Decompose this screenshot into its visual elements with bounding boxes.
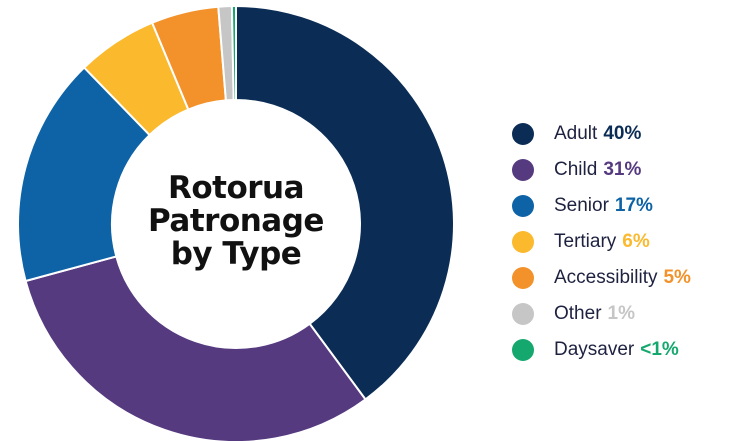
legend-label: Tertiary: [554, 231, 617, 252]
chart-legend: Adult 40% Child 31% Senior 17% Tertiary 6% Acces…: [512, 116, 742, 368]
legend-item-child: Child 31%: [512, 152, 742, 188]
legend-item-other: Other 1%: [512, 296, 742, 332]
legend-label: Accessibility: [554, 267, 658, 288]
legend-swatch: [512, 339, 534, 361]
legend-swatch: [512, 123, 534, 145]
legend-value: 1%: [607, 303, 635, 324]
legend-item-accessibility: Accessibility 5%: [512, 260, 742, 296]
legend-swatch: [512, 303, 534, 325]
slice-adult: [235, 4, 455, 401]
legend-item-senior: Senior 17%: [512, 188, 742, 224]
legend-swatch: [512, 267, 534, 289]
legend-swatch: [512, 195, 534, 217]
legend-value: <1%: [640, 339, 679, 360]
legend-label: Senior: [554, 195, 609, 216]
legend-label: Other: [554, 303, 602, 324]
legend-swatch: [512, 231, 534, 253]
donut-svg: [17, 4, 455, 441]
legend-item-adult: Adult 40%: [512, 116, 742, 152]
chart-title-line-1: Rotorua: [167, 170, 305, 206]
legend-swatch: [512, 159, 534, 181]
legend-label: Child: [554, 159, 598, 180]
chart-title-line-2: Patronage: [148, 203, 324, 239]
legend-value: 6%: [622, 231, 650, 252]
legend-value: 5%: [663, 267, 691, 288]
slice-daysaver: [230, 4, 237, 102]
legend-value: 40%: [603, 123, 642, 144]
legend-label: Daysaver: [554, 339, 635, 360]
legend-label: Adult: [554, 123, 598, 144]
legend-value: 31%: [603, 159, 642, 180]
legend-item-tertiary: Tertiary 6%: [512, 224, 742, 260]
chart-title-line-3: by Type: [170, 236, 302, 272]
slice-child: [24, 255, 367, 441]
legend-item-daysaver: Daysaver <1%: [512, 332, 742, 368]
chart-title: Rotorua Patronage by Type: [120, 172, 352, 271]
legend-value: 17%: [614, 195, 653, 216]
